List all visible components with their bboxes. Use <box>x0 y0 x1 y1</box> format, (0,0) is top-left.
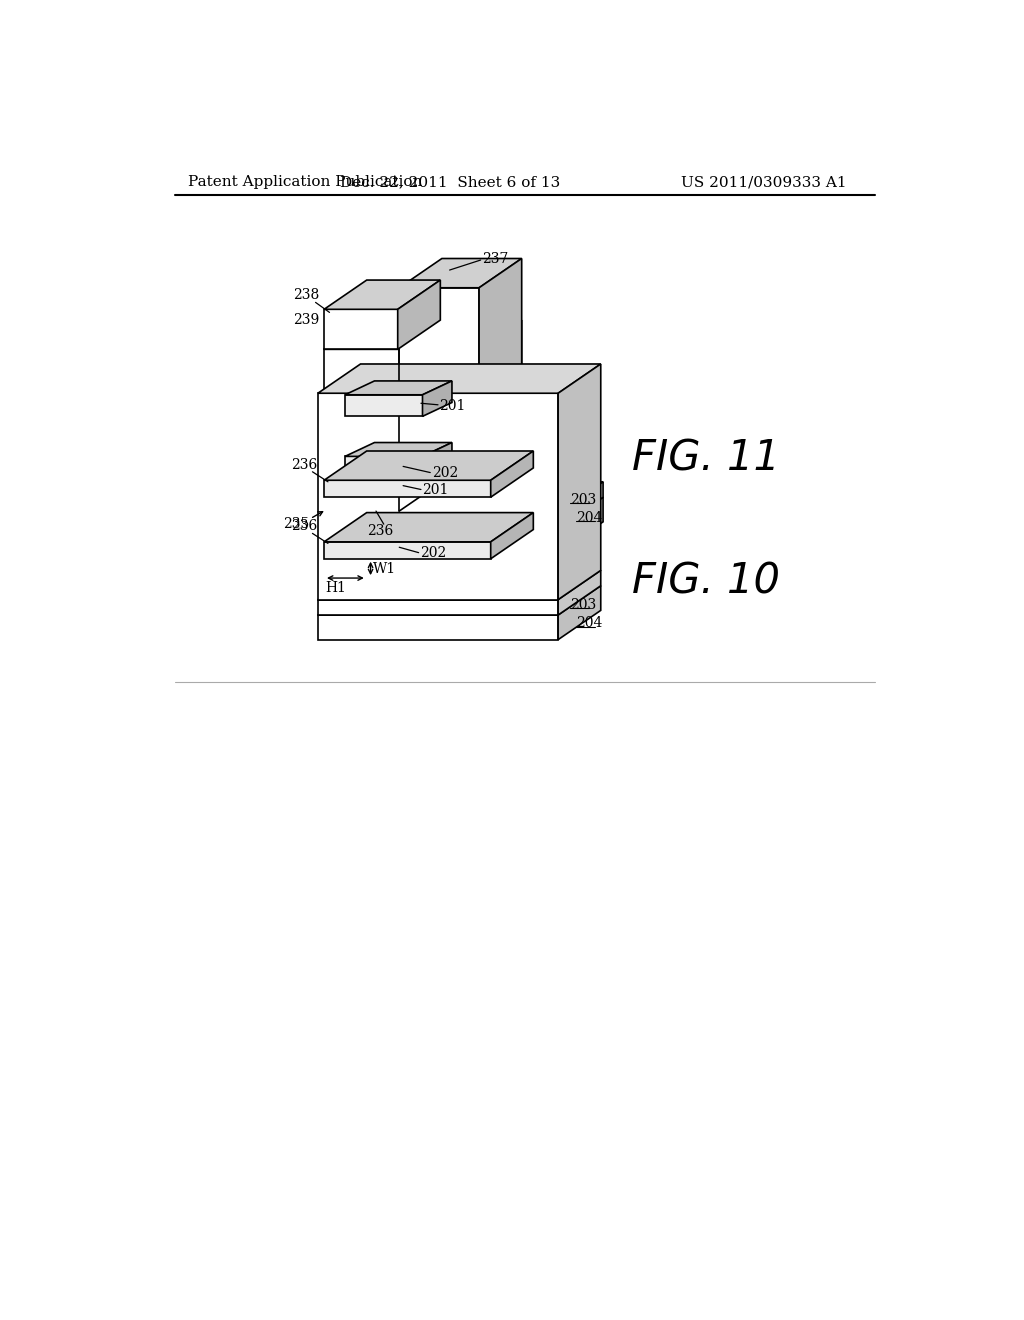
Polygon shape <box>317 393 558 599</box>
Polygon shape <box>560 482 603 527</box>
Polygon shape <box>399 259 521 288</box>
Polygon shape <box>345 457 423 478</box>
Polygon shape <box>558 364 601 599</box>
Polygon shape <box>479 321 521 511</box>
Polygon shape <box>345 395 423 416</box>
Polygon shape <box>423 381 452 416</box>
Polygon shape <box>324 480 490 498</box>
Polygon shape <box>324 451 534 480</box>
Text: FIG. 11: FIG. 11 <box>632 438 779 479</box>
Text: 203: 203 <box>569 598 596 612</box>
Polygon shape <box>558 586 601 640</box>
Polygon shape <box>324 309 397 350</box>
Polygon shape <box>324 350 479 511</box>
Polygon shape <box>317 615 558 640</box>
Text: 201: 201 <box>439 399 466 413</box>
Polygon shape <box>324 498 603 527</box>
Text: 204: 204 <box>575 511 602 525</box>
Polygon shape <box>479 259 521 511</box>
Text: 235: 235 <box>283 517 309 531</box>
Polygon shape <box>324 512 534 543</box>
Text: 203: 203 <box>569 492 596 507</box>
Text: US 2011/0309333 A1: US 2011/0309333 A1 <box>681 176 846 189</box>
Text: 238: 238 <box>293 288 319 302</box>
Polygon shape <box>490 512 534 558</box>
Polygon shape <box>324 543 490 558</box>
Polygon shape <box>317 599 558 615</box>
Polygon shape <box>317 364 601 393</box>
Polygon shape <box>345 442 452 457</box>
Text: 237: 237 <box>482 252 509 265</box>
Text: 202: 202 <box>432 466 458 479</box>
Polygon shape <box>558 570 601 615</box>
Text: Dec. 22, 2011  Sheet 6 of 13: Dec. 22, 2011 Sheet 6 of 13 <box>340 176 560 189</box>
Text: H1: H1 <box>326 581 346 595</box>
Text: 202: 202 <box>420 545 446 560</box>
Text: 236: 236 <box>291 520 317 533</box>
Text: FIG. 10: FIG. 10 <box>632 561 779 603</box>
Polygon shape <box>560 498 603 552</box>
Polygon shape <box>324 321 521 350</box>
Text: 236: 236 <box>291 458 317 471</box>
Text: 236: 236 <box>367 524 393 539</box>
Polygon shape <box>317 570 601 599</box>
Polygon shape <box>324 527 560 552</box>
Polygon shape <box>324 280 440 309</box>
Polygon shape <box>324 482 603 511</box>
Polygon shape <box>399 288 479 511</box>
Polygon shape <box>397 280 440 350</box>
Polygon shape <box>324 511 560 527</box>
Text: 201: 201 <box>423 483 449 496</box>
Polygon shape <box>423 442 452 478</box>
Polygon shape <box>345 381 452 395</box>
Polygon shape <box>490 451 534 498</box>
Polygon shape <box>317 586 601 615</box>
Text: W1: W1 <box>373 562 396 576</box>
Text: 239: 239 <box>293 313 319 327</box>
Text: 204: 204 <box>575 616 602 631</box>
Text: Patent Application Publication: Patent Application Publication <box>188 176 423 189</box>
